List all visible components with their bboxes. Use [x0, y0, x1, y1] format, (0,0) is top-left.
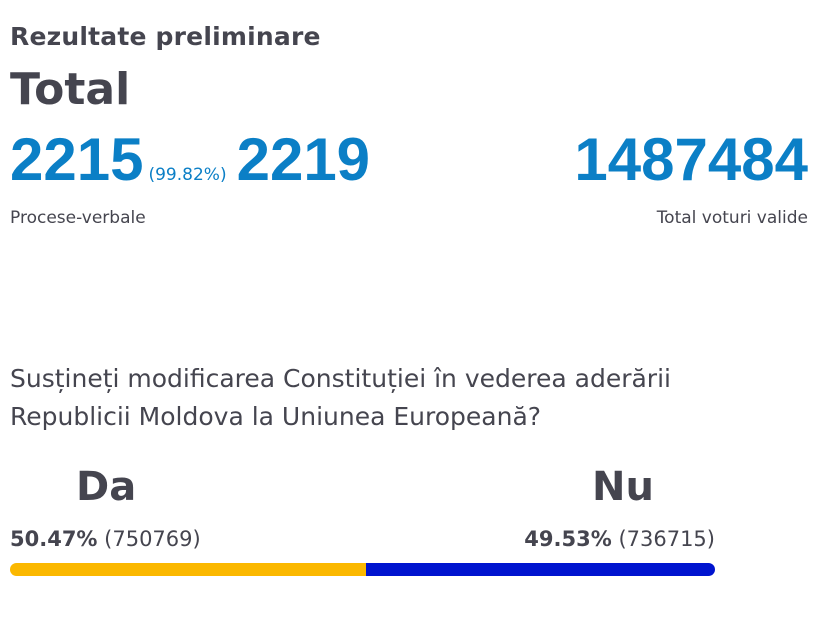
processed-count: 2215 — [10, 126, 144, 193]
results-bar-da — [10, 563, 366, 576]
page-title: Total — [10, 64, 131, 115]
reports-label: Procese-verbale — [10, 208, 146, 228]
option-da-votes: (750769) — [104, 527, 201, 551]
results-bar — [10, 563, 715, 576]
total-reports-count: 2219 — [236, 126, 371, 193]
results-bar-nu — [365, 563, 715, 576]
option-nu-result: 49.53% (736715) — [524, 527, 715, 551]
valid-votes-count: 1487484 — [574, 126, 808, 193]
option-nu-percent: 49.53% — [524, 527, 612, 551]
processed-counts: 2215 (99.82%) 2219 — [10, 128, 370, 192]
processed-percent: (99.82%) — [148, 165, 227, 185]
valid-votes-label: Total voturi valide — [656, 208, 808, 228]
option-da-result: 50.47% (750769) — [10, 527, 201, 551]
option-nu-votes: (736715) — [618, 527, 715, 551]
option-da-label: Da — [76, 464, 137, 510]
option-da-percent: 50.47% — [10, 527, 98, 551]
results-subtitle: Rezultate preliminare — [10, 22, 321, 51]
referendum-question: Susțineți modificarea Constituției în ve… — [10, 364, 671, 431]
option-nu-label: Nu — [592, 464, 654, 510]
